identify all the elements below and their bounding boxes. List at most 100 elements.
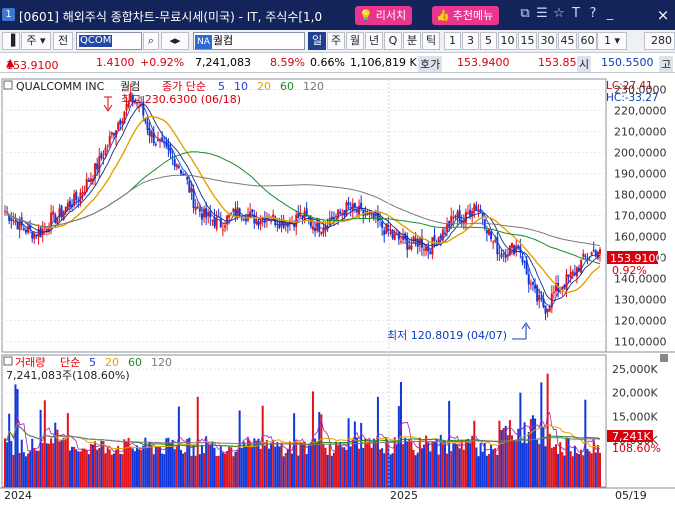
volume-bar xyxy=(544,446,547,487)
volume-bar xyxy=(517,428,520,487)
volume-bar xyxy=(425,435,428,487)
search-icon[interactable]: ⌕ xyxy=(143,32,159,50)
candle-body xyxy=(485,230,488,234)
period-select[interactable]: 주 ▾ xyxy=(21,32,51,50)
volume-bar xyxy=(221,452,224,487)
volume-bar xyxy=(561,452,564,487)
candle-body xyxy=(213,217,216,227)
restore-icon[interactable]: ⧉ xyxy=(520,6,530,21)
volume-bar xyxy=(443,440,446,487)
candle-body xyxy=(66,202,69,210)
interval-button-3[interactable]: 년 xyxy=(365,32,383,50)
candle-body xyxy=(326,226,329,228)
volume-bar xyxy=(232,456,235,487)
candle-body xyxy=(94,163,97,179)
volume-axis-label: 15,000K xyxy=(612,410,658,423)
candle-body xyxy=(83,191,86,195)
minute-button-15[interactable]: 15 xyxy=(518,32,537,50)
volume-bar xyxy=(349,446,352,487)
panel-collapse-icon[interactable] xyxy=(660,354,668,362)
volume-bar xyxy=(588,451,591,487)
volume-bar xyxy=(156,446,159,487)
candle-body xyxy=(383,230,386,235)
volume-bar xyxy=(66,413,69,487)
code-input[interactable]: QCOM xyxy=(76,32,142,50)
interval-button-0[interactable]: 일 xyxy=(308,32,326,50)
recommend-menu-button[interactable]: 👍 추천메뉴 xyxy=(432,6,500,25)
candle-body xyxy=(272,214,275,219)
candle-body xyxy=(578,267,581,272)
volume-bar xyxy=(452,442,455,487)
candle-body xyxy=(599,249,601,254)
count-select[interactable]: 1 ▾ xyxy=(597,32,627,50)
candle-body xyxy=(477,210,480,213)
change-percent: +0.92% xyxy=(140,56,185,69)
volume-bar xyxy=(89,443,92,487)
candle-body xyxy=(211,220,214,222)
text-size-icon[interactable]: T xyxy=(572,6,580,21)
minimize-icon[interactable]: _ xyxy=(606,6,614,21)
volume-bar xyxy=(18,452,21,487)
chart-area[interactable]: QUALCOMM INC 퀄컴 종가 단순 5 10 20 60 120 LC:27.4… xyxy=(0,73,675,507)
volume-menu-icon[interactable] xyxy=(3,356,13,366)
volume-bar xyxy=(150,445,153,487)
volume-bar xyxy=(487,454,490,487)
research-button[interactable]: 💡 리서치 xyxy=(355,6,413,25)
trade-amount: 1,106,819 K xyxy=(350,56,417,69)
volume-bar xyxy=(483,442,486,487)
minute-button-30[interactable]: 30 xyxy=(538,32,557,50)
interval-button-5[interactable]: 분 xyxy=(403,32,421,50)
candle-body xyxy=(492,241,495,243)
candle-body xyxy=(278,223,281,228)
candle-body xyxy=(450,215,453,226)
volume-bar xyxy=(64,438,67,487)
volume-bar xyxy=(50,438,53,487)
candle-body xyxy=(309,219,312,227)
close-icon[interactable]: × xyxy=(656,6,670,24)
volume-bar xyxy=(418,437,421,487)
chart-svg[interactable]: QUALCOMM INC 퀄컴 종가 단순 5 10 20 60 120 LC:27.4… xyxy=(0,73,675,507)
minute-button-60[interactable]: 60 xyxy=(578,32,597,50)
list-icon[interactable]: ☰ xyxy=(536,6,548,21)
interval-button-1[interactable]: 주 xyxy=(327,32,345,50)
title-bar: 1 [0601] 해외주식 종합차트-무료시세(미국) - IT, 주식수[1,… xyxy=(0,0,675,30)
bar-count-input[interactable]: 280 xyxy=(644,32,675,50)
minute-button-1[interactable]: 1 xyxy=(444,32,461,50)
minute-button-5[interactable]: 5 xyxy=(480,32,497,50)
all-button[interactable]: 전 xyxy=(53,32,73,50)
minute-button-10[interactable]: 10 xyxy=(498,32,517,50)
volume-bar xyxy=(515,439,518,487)
panel-menu-icon[interactable] xyxy=(3,80,13,90)
interval-button-6[interactable]: 틱 xyxy=(422,32,440,50)
volume-ratio: 0.66% xyxy=(310,56,345,69)
volume-bar xyxy=(228,446,231,487)
interval-button-4[interactable]: Q xyxy=(384,32,402,50)
volume-ma-line-120 xyxy=(4,422,601,446)
prev-next-icon[interactable]: ◂▸ xyxy=(161,32,189,50)
volume-bar xyxy=(16,389,19,487)
volume-bar xyxy=(110,454,113,487)
minute-button-3[interactable]: 3 xyxy=(462,32,479,50)
volume-bar xyxy=(362,447,365,487)
pin-icon[interactable]: ☆ xyxy=(553,6,565,21)
candle-body xyxy=(22,228,25,230)
candle-body xyxy=(431,237,434,255)
volume-bar xyxy=(391,453,394,487)
candle-body xyxy=(389,232,392,234)
chart-type-icon[interactable]: ▐ xyxy=(2,32,20,50)
volume-bar xyxy=(291,453,294,487)
candle-body xyxy=(39,227,42,238)
volume-bar xyxy=(73,446,76,487)
volume-bar xyxy=(20,439,23,487)
volume-bar xyxy=(481,451,484,487)
candle-body xyxy=(565,274,568,291)
volume-bar xyxy=(433,441,436,487)
volume-current: 7,241,083주(108.60%) xyxy=(6,369,130,382)
volume-bar xyxy=(203,453,206,487)
volume-bar xyxy=(502,427,505,487)
interval-button-2[interactable]: 월 xyxy=(346,32,364,50)
volume-bar xyxy=(121,454,124,487)
minute-button-45[interactable]: 45 xyxy=(558,32,577,50)
help-icon[interactable]: ? xyxy=(589,6,597,21)
volume-ma-legend-60: 60 xyxy=(128,356,142,369)
